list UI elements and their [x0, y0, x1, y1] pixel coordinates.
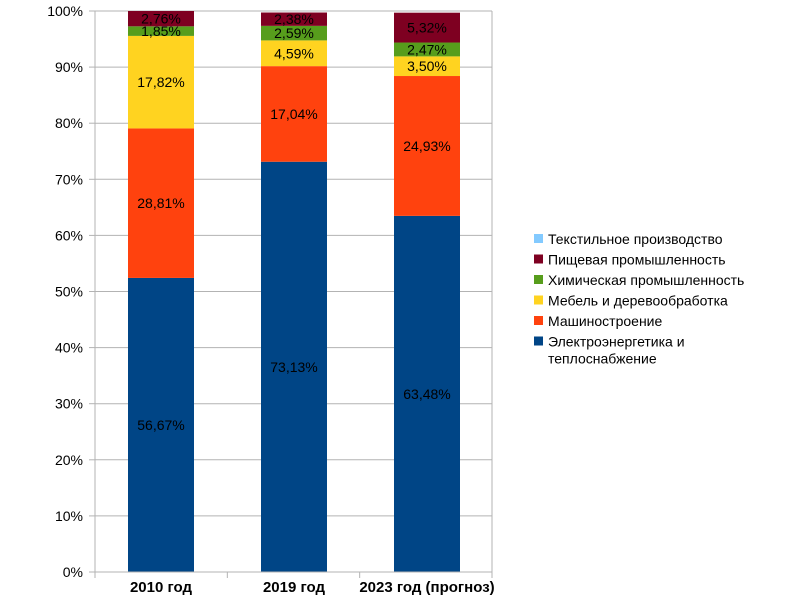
legend-swatch [534, 275, 543, 284]
y-tick-label: 0% [63, 564, 83, 580]
data-label: 28,81% [137, 195, 184, 211]
legend-swatch [534, 336, 543, 346]
y-tick-label: 80% [55, 115, 83, 131]
data-label: 17,82% [137, 74, 184, 90]
x-category-label: 2019 год [263, 579, 326, 596]
bar-segment [128, 277, 194, 572]
bar-segment [394, 76, 460, 216]
legend-swatch [534, 234, 543, 243]
legend-label: Текстильное производство [548, 231, 723, 247]
data-label: 2,59% [274, 25, 314, 41]
data-label: 3,50% [407, 58, 447, 74]
bar-segment [394, 56, 460, 77]
data-label: 17,04% [270, 106, 317, 122]
axes [94, 11, 493, 578]
data-label: 2,47% [407, 41, 447, 57]
bar-segment [128, 11, 194, 27]
bar-segment [261, 25, 327, 41]
x-axis-category-labels: 2010 год 2019 год 2023 год (прогноз) [130, 579, 495, 596]
y-tick-label: 40% [55, 340, 83, 356]
y-tick-label: 10% [55, 508, 83, 524]
x-category-label: 2023 год (прогноз) [359, 579, 494, 596]
bar-segment [261, 161, 327, 572]
y-tick-label: 70% [55, 171, 83, 187]
y-tick-label: 90% [55, 59, 83, 75]
data-label: 1,85% [141, 23, 181, 39]
legend-label: Электроэнергетика и теплоснабжение [548, 334, 685, 367]
y-tick-label: 20% [55, 452, 83, 468]
data-label: 63,48% [403, 386, 450, 402]
data-label: 73,13% [270, 359, 317, 375]
y-tick-label: 100% [47, 3, 83, 19]
bar-segment [261, 66, 327, 162]
data-label: 2,76% [141, 11, 181, 27]
y-tick-label: 50% [55, 284, 83, 300]
bar-segment [394, 42, 460, 57]
legend-swatch [534, 316, 543, 325]
data-label: 56,67% [137, 417, 184, 433]
y-axis-tick-labels: 0% 10% 20% 30% 40% 50% 60% 70% 80% 90% 100% [47, 3, 83, 580]
bar-segment [261, 12, 327, 26]
data-label: 4,59% [274, 45, 314, 61]
bar-segment [261, 40, 327, 67]
bar-segment [394, 215, 460, 572]
legend-label: Мебель и деревообработка [548, 293, 728, 309]
legend-label: Пищевая промышленность [548, 252, 726, 268]
bar-segment [394, 12, 460, 43]
data-label: 5,32% [407, 20, 447, 36]
bar-segment [128, 26, 194, 36]
bar-segment [128, 35, 194, 129]
bar-segment [128, 128, 194, 278]
bars [128, 11, 460, 572]
legend-label: Химическая промышленность [548, 272, 744, 288]
legend: Текстильное производство Пищевая промышле… [534, 231, 744, 367]
legend-swatch [534, 254, 543, 264]
data-labels: 56,67% 28,81% 17,82% 1,85%2,76% 73,13% 17,04%… [137, 11, 450, 433]
y-tick-label: 30% [55, 396, 83, 412]
data-label: 24,93% [403, 138, 450, 154]
y-tick-label: 60% [55, 227, 83, 243]
x-category-label: 2010 год [130, 579, 193, 596]
legend-label: Машиностроение [548, 313, 662, 329]
data-label: 2,38% [274, 11, 314, 27]
legend-swatch [534, 295, 543, 305]
